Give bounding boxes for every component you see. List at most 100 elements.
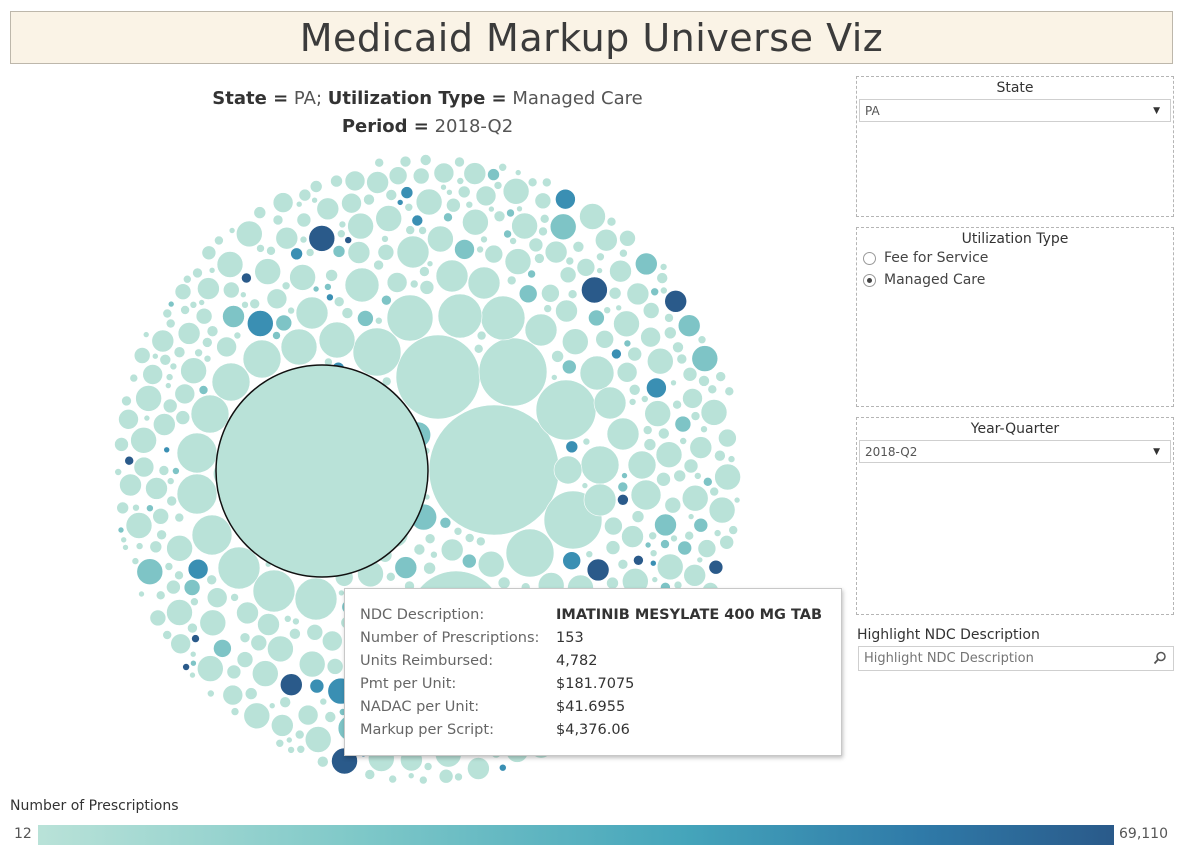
- bubble[interactable]: [700, 399, 728, 426]
- bubble[interactable]: [585, 550, 594, 559]
- bubble[interactable]: [120, 536, 127, 544]
- bubble[interactable]: [202, 337, 213, 348]
- bubble[interactable]: [187, 622, 198, 634]
- bubble[interactable]: [561, 328, 589, 356]
- bubble[interactable]: [272, 192, 294, 213]
- bubble[interactable]: [683, 563, 707, 587]
- bubble[interactable]: [170, 633, 191, 655]
- bubble[interactable]: [176, 473, 218, 515]
- bubble[interactable]: [165, 382, 172, 389]
- bubble[interactable]: [462, 208, 489, 236]
- bubble[interactable]: [453, 526, 463, 536]
- bubble[interactable]: [190, 394, 230, 434]
- bubble[interactable]: [565, 256, 575, 266]
- bubble[interactable]: [407, 772, 415, 780]
- bubble[interactable]: [527, 269, 536, 279]
- bubble[interactable]: [206, 574, 217, 586]
- bubble[interactable]: [488, 205, 495, 213]
- bubble[interactable]: [708, 496, 736, 524]
- bubble[interactable]: [292, 617, 300, 626]
- bubble[interactable]: [697, 539, 717, 558]
- bubble[interactable]: [114, 437, 129, 452]
- bubble[interactable]: [253, 206, 267, 219]
- highlight-search-input[interactable]: [858, 646, 1174, 671]
- bubble[interactable]: [166, 534, 193, 562]
- bubble[interactable]: [628, 398, 637, 406]
- bubble[interactable]: [709, 486, 720, 497]
- bubble[interactable]: [142, 331, 150, 338]
- bubble[interactable]: [143, 414, 151, 422]
- bubble[interactable]: [152, 507, 169, 525]
- bubble[interactable]: [230, 593, 239, 602]
- bubble[interactable]: [586, 558, 610, 582]
- bubble[interactable]: [702, 476, 713, 487]
- bubble[interactable]: [122, 544, 129, 551]
- bubble[interactable]: [211, 362, 251, 402]
- bubble[interactable]: [498, 763, 507, 772]
- bubble[interactable]: [208, 266, 216, 274]
- bubble[interactable]: [121, 395, 132, 407]
- bubble[interactable]: [254, 258, 282, 285]
- bubble[interactable]: [676, 353, 688, 365]
- bubble[interactable]: [236, 220, 263, 248]
- bubble[interactable]: [690, 411, 701, 421]
- bubble[interactable]: [511, 212, 538, 240]
- bubble[interactable]: [191, 514, 233, 556]
- bubble[interactable]: [374, 316, 383, 325]
- bubble[interactable]: [216, 336, 237, 358]
- bubble[interactable]: [405, 225, 416, 235]
- bubble[interactable]: [430, 550, 438, 559]
- bubble[interactable]: [275, 226, 299, 250]
- bubble[interactable]: [708, 559, 724, 575]
- bubble[interactable]: [183, 274, 192, 284]
- bubble[interactable]: [534, 192, 552, 210]
- bubble[interactable]: [423, 561, 436, 575]
- radio-unselected-icon[interactable]: [863, 251, 876, 265]
- bubble[interactable]: [412, 167, 430, 185]
- bubble[interactable]: [696, 556, 704, 564]
- bubble[interactable]: [619, 248, 628, 258]
- bubble[interactable]: [324, 711, 337, 723]
- bubble[interactable]: [582, 437, 591, 446]
- bubble[interactable]: [129, 373, 139, 383]
- bubble[interactable]: [433, 162, 455, 184]
- bubble[interactable]: [119, 473, 142, 497]
- bubble[interactable]: [165, 318, 176, 329]
- bubble[interactable]: [549, 213, 577, 241]
- bubble[interactable]: [145, 477, 168, 500]
- bubble[interactable]: [656, 272, 669, 284]
- bubble[interactable]: [487, 168, 500, 181]
- bubble[interactable]: [615, 304, 623, 312]
- bubble[interactable]: [199, 609, 227, 637]
- bubble[interactable]: [223, 281, 240, 299]
- bubble[interactable]: [534, 253, 545, 264]
- bubble[interactable]: [617, 481, 629, 493]
- bubble[interactable]: [660, 539, 670, 549]
- bubble[interactable]: [528, 237, 544, 253]
- bubble[interactable]: [644, 400, 672, 427]
- bubble[interactable]: [440, 183, 447, 191]
- bubble[interactable]: [476, 330, 487, 341]
- bubble[interactable]: [419, 266, 430, 277]
- bubble[interactable]: [364, 769, 376, 780]
- bubble[interactable]: [131, 557, 140, 565]
- bubble[interactable]: [693, 472, 702, 480]
- bubble[interactable]: [576, 258, 596, 277]
- bubble[interactable]: [347, 241, 371, 264]
- bubble[interactable]: [606, 216, 617, 227]
- bubble[interactable]: [156, 529, 167, 541]
- bubble[interactable]: [133, 456, 155, 478]
- bubble[interactable]: [132, 503, 140, 512]
- bubble[interactable]: [714, 463, 741, 491]
- bubble[interactable]: [130, 426, 157, 454]
- bubble[interactable]: [388, 774, 398, 784]
- bubble[interactable]: [623, 339, 632, 348]
- bubble[interactable]: [457, 185, 471, 199]
- state-dropdown[interactable]: PA ▼: [859, 99, 1171, 122]
- bubble[interactable]: [385, 189, 398, 201]
- bubble[interactable]: [295, 296, 329, 330]
- bubble[interactable]: [266, 288, 288, 310]
- bubble[interactable]: [659, 263, 668, 271]
- bubble[interactable]: [733, 496, 741, 504]
- bubble[interactable]: [295, 200, 303, 208]
